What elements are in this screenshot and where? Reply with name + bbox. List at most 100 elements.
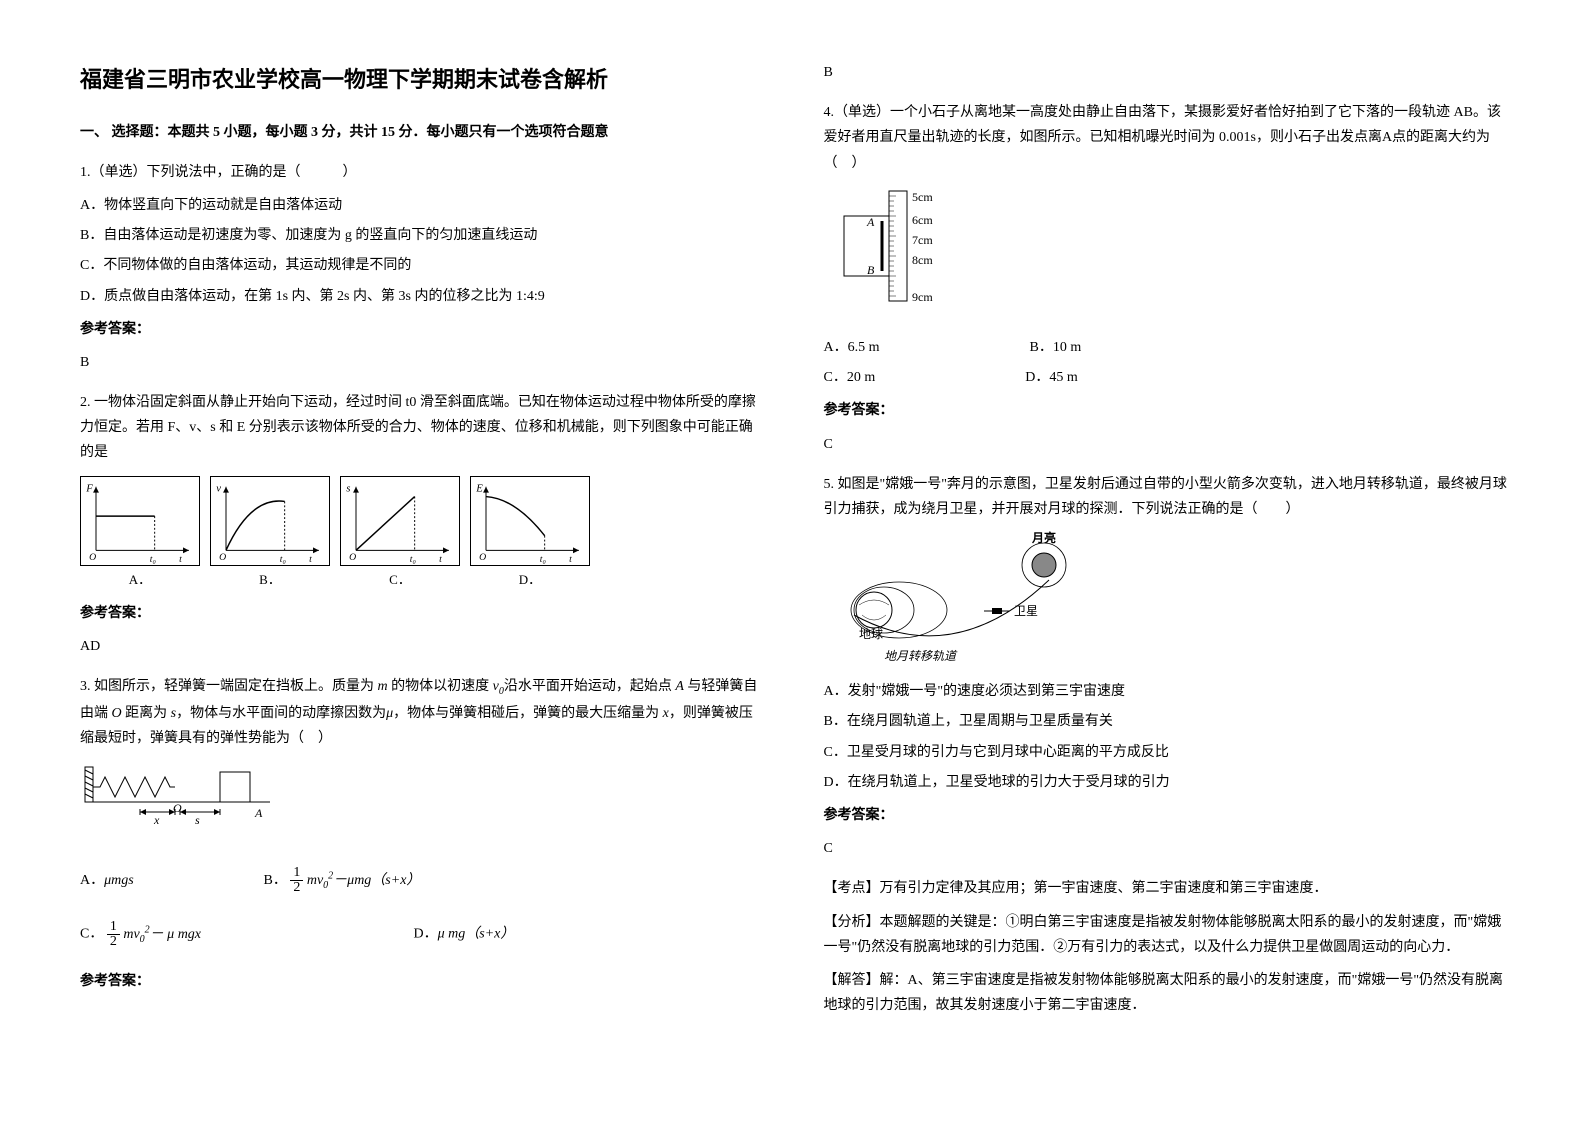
q5-optC: C．卫星受月球的引力与它到月球中心距离的平方成反比 (824, 740, 1508, 765)
svg-text:t: t (309, 554, 312, 565)
q3-stem: 3. 如图所示，轻弹簧一端固定在挡板上。质量为 m 的物体以初速度 v0沿水平面… (80, 674, 764, 751)
q4-answer-label: 参考答案： (824, 398, 1508, 423)
svg-text:9cm: 9cm (912, 290, 933, 304)
question-2: 2. 一物体沿固定斜面从静止开始向下运动，经过时间 t0 滑至斜面底端。已知在物… (80, 390, 764, 659)
graph-D-container: E t O t₀ D． (470, 476, 590, 591)
graph-B: v t O t₀ (210, 476, 330, 566)
q4-optB: B．10 m (1030, 335, 1082, 360)
q3-answer-label: 参考答案： (80, 969, 764, 994)
svg-text:6cm: 6cm (912, 213, 933, 227)
q3-options-row2: C． 12 mv02－ μ mgx D．μ mg（s+x） (80, 920, 764, 949)
q2-graphs: F t O t₀ A． (80, 476, 764, 591)
svg-text:t: t (439, 554, 442, 565)
q5-solution: 【解答】解：A、第三宇宙速度是指被发射物体能够脱离太阳系的最小的发射速度，而"嫦… (824, 968, 1508, 1018)
svg-text:地球: 地球 (859, 627, 883, 641)
question-4: 4.（单选）一个小石子从离地某一高度处由静止自由落下，某摄影爱好者恰好拍到了它下… (824, 100, 1508, 457)
q3-optC: C． 12 mv02－ μ mgx (80, 920, 410, 949)
graph-B-container: v t O t₀ B． (210, 476, 330, 591)
q5-answer: C (824, 836, 1508, 861)
q3-stem-p2: 的物体以初速度 (388, 679, 493, 694)
page-title: 福建省三明市农业学校高一物理下学期期末试卷含解析 (80, 60, 764, 100)
graph-A-container: F t O t₀ A． (80, 476, 200, 591)
q4-optD: D．45 m (1025, 365, 1078, 390)
graph-C-container: s t O t₀ C． (340, 476, 460, 591)
q3-stem-p7: ，物体与弹簧相碰后，弹簧的最大压缩量为 (393, 706, 663, 721)
svg-text:地月转移轨道: 地月转移轨道 (884, 649, 958, 663)
q2-answer-label: 参考答案： (80, 601, 764, 626)
graph-A-label: A． (80, 568, 200, 591)
svg-text:O: O (349, 552, 356, 563)
q5-diagram: 地球 地月转移轨道 月亮 卫星 (824, 530, 1508, 679)
q1-optD: D．质点做自由落体运动，在第 1s 内、第 2s 内、第 3s 内的位移之比为 … (80, 284, 764, 309)
svg-text:s: s (346, 482, 350, 494)
svg-text:t: t (179, 554, 182, 565)
q3-options-row1: A．μmgs B． 12 mv02－μmg（s+x） (80, 866, 764, 895)
question-1: 1.（单选）下列说法中，正确的是（ ） A．物体竖直向下的运动就是自由落体运动 … (80, 160, 764, 375)
q3-stem-p1: 3. 如图所示，轻弹簧一端固定在挡板上。质量为 (80, 679, 378, 694)
svg-text:t₀: t₀ (280, 554, 286, 565)
q3-optA: A．μmgs (80, 868, 260, 893)
svg-text:E: E (475, 482, 483, 494)
graph-B-label: B． (210, 568, 330, 591)
q2-answer: AD (80, 634, 764, 659)
svg-text:O: O (219, 552, 226, 563)
graph-C: s t O t₀ (340, 476, 460, 566)
q4-diagram: 5cm 6cm 7cm 8cm 9cm A B (824, 186, 1508, 325)
q5-analysis-point: 【考点】万有引力定律及其应用；第一宇宙速度、第二宇宙速度和第三宇宙速度． (824, 876, 1508, 901)
svg-text:O: O (89, 552, 96, 563)
question-5: 5. 如图是"嫦娥一号"奔月的示意图，卫星发射后通过自带的小型火箭多次变轨，进入… (824, 472, 1508, 1019)
svg-text:O: O (173, 801, 182, 815)
q3-O: O (112, 706, 122, 721)
q5-analysis-text: 【分析】本题解题的关键是：①明白第三宇宙速度是指被发射物体能够脱离太阳系的最小的… (824, 910, 1508, 960)
svg-text:5cm: 5cm (912, 190, 933, 204)
q5-stem: 5. 如图是"嫦娥一号"奔月的示意图，卫星发射后通过自带的小型火箭多次变轨，进入… (824, 472, 1508, 522)
graph-D: E t O t₀ (470, 476, 590, 566)
q4-row1: A．6.5 m B．10 m (824, 335, 1508, 360)
q2-stem: 2. 一物体沿固定斜面从静止开始向下运动，经过时间 t0 滑至斜面底端。已知在物… (80, 390, 764, 466)
q3-diagram: x s O A (80, 762, 764, 841)
q5-answer-label: 参考答案： (824, 803, 1508, 828)
q3-stem-p6: ，物体与水平面间的动摩擦因数为 (176, 706, 386, 721)
svg-text:t₀: t₀ (410, 554, 416, 565)
svg-text:卫星: 卫星 (1014, 604, 1038, 618)
svg-text:A: A (866, 215, 875, 229)
svg-text:t: t (569, 554, 572, 565)
svg-text:s: s (195, 813, 200, 827)
q1-stem: 1.（单选）下列说法中，正确的是（ ） (80, 160, 764, 185)
q3-stem-p5: 距离为 (122, 706, 171, 721)
q3-optD: D．μ mg（s+x） (414, 927, 515, 942)
q1-optA: A．物体竖直向下的运动就是自由落体运动 (80, 193, 764, 218)
section-header: 一、 选择题：本题共 5 小题，每小题 3 分，共计 15 分．每小题只有一个选… (80, 120, 764, 145)
right-column: B 4.（单选）一个小石子从离地某一高度处由静止自由落下，某摄影爱好者恰好拍到了… (794, 60, 1538, 1062)
svg-text:O: O (479, 552, 486, 563)
q1-optB: B．自由落体运动是初速度为零、加速度为 g 的竖直向下的匀加速直线运动 (80, 223, 764, 248)
question-3: 3. 如图所示，轻弹簧一端固定在挡板上。质量为 m 的物体以初速度 v0沿水平面… (80, 674, 764, 994)
q3-v0: v0 (493, 679, 504, 694)
graph-D-label: D． (470, 568, 590, 591)
svg-text:x: x (153, 813, 160, 827)
q1-answer: B (80, 350, 764, 375)
svg-text:F: F (85, 482, 93, 494)
svg-text:t₀: t₀ (540, 554, 546, 565)
q5-optD: D．在绕月轨道上，卫星受地球的引力大于受月球的引力 (824, 770, 1508, 795)
q1-answer-label: 参考答案： (80, 317, 764, 342)
q3-stem-p3: 沿水平面开始运动，起始点 (504, 679, 676, 694)
q4-answer: C (824, 432, 1508, 457)
q3-optB: B． 12 mv02－μmg（s+x） (264, 873, 421, 888)
q3-m: m (378, 679, 388, 694)
q5-optB: B．在绕月圆轨道上，卫星周期与卫星质量有关 (824, 709, 1508, 734)
q4-optA: A．6.5 m (824, 335, 880, 360)
q3-A: A (675, 679, 684, 694)
q4-stem: 4.（单选）一个小石子从离地某一高度处由静止自由落下，某摄影爱好者恰好拍到了它下… (824, 100, 1508, 176)
q5-optA: A．发射"嫦娥一号"的速度必须达到第三宇宙速度 (824, 679, 1508, 704)
svg-text:B: B (867, 263, 875, 277)
q1-optC: C．不同物体做的自由落体运动，其运动规律是不同的 (80, 253, 764, 278)
svg-text:8cm: 8cm (912, 253, 933, 267)
q3-answer: B (824, 60, 1508, 85)
svg-text:7cm: 7cm (912, 233, 933, 247)
q4-optC: C．20 m (824, 365, 876, 390)
graph-A: F t O t₀ (80, 476, 200, 566)
svg-text:t₀: t₀ (150, 554, 156, 565)
svg-text:v: v (216, 482, 221, 494)
graph-C-label: C． (340, 568, 460, 591)
